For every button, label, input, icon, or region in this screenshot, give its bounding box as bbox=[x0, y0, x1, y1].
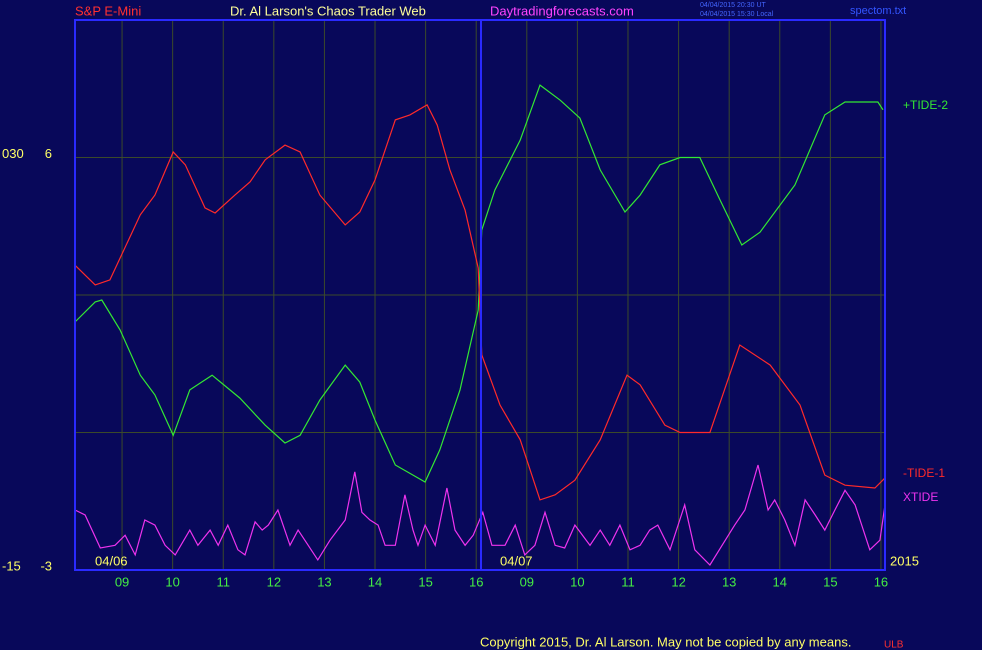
y2-tick-label: -15 bbox=[2, 558, 21, 573]
x-tick-label: 09 bbox=[115, 574, 129, 589]
stamp-ut: 04/04/2015 20:30 UT bbox=[700, 2, 766, 9]
year-label: 2015 bbox=[890, 553, 919, 568]
x-tick-label: 11 bbox=[216, 574, 230, 589]
series-label: +TIDE-2 bbox=[903, 98, 948, 112]
copyright: Copyright 2015, Dr. Al Larson. May not b… bbox=[480, 634, 851, 649]
series-line bbox=[74, 84, 884, 483]
x-tick-label: 10 bbox=[165, 574, 179, 589]
instrument: S&P E-Mini bbox=[75, 3, 141, 18]
series-line bbox=[74, 103, 886, 501]
x-tick-label: 14 bbox=[368, 574, 382, 589]
x-tick-label: 13 bbox=[722, 574, 736, 589]
site-url: Daytradingforecasts.com bbox=[490, 3, 634, 18]
x-tick-label: 12 bbox=[671, 574, 685, 589]
file-name: spectom.txt bbox=[850, 5, 906, 17]
stamp-local: 04/04/2015 15:30 Local bbox=[700, 11, 774, 18]
series-line bbox=[74, 464, 886, 566]
x-tick-label: 10 bbox=[570, 574, 584, 589]
x-tick-label: 14 bbox=[773, 574, 787, 589]
y-tick-label: 6 bbox=[45, 146, 52, 161]
x-tick-label: 16 bbox=[874, 574, 888, 589]
x-tick-label: 09 bbox=[520, 574, 534, 589]
x-tick-label: 12 bbox=[267, 574, 281, 589]
series-label: -TIDE-1 bbox=[903, 466, 945, 480]
date-label: 04/07 bbox=[500, 553, 533, 568]
x-tick-label: 15 bbox=[823, 574, 837, 589]
marks bbox=[74, 84, 886, 566]
y2-tick-label: 030 bbox=[2, 146, 24, 161]
x-tick-label: 16 bbox=[469, 574, 483, 589]
x-tick-label: 11 bbox=[621, 574, 635, 589]
y-tick-label: -3 bbox=[40, 558, 52, 573]
series-label: XTIDE bbox=[903, 490, 938, 504]
footer-mark: ULB bbox=[884, 640, 904, 650]
x-tick-label: 13 bbox=[317, 574, 331, 589]
x-tick-label: 15 bbox=[418, 574, 432, 589]
site-title: Dr. Al Larson's Chaos Trader Web bbox=[230, 3, 426, 18]
date-label: 04/06 bbox=[95, 553, 128, 568]
